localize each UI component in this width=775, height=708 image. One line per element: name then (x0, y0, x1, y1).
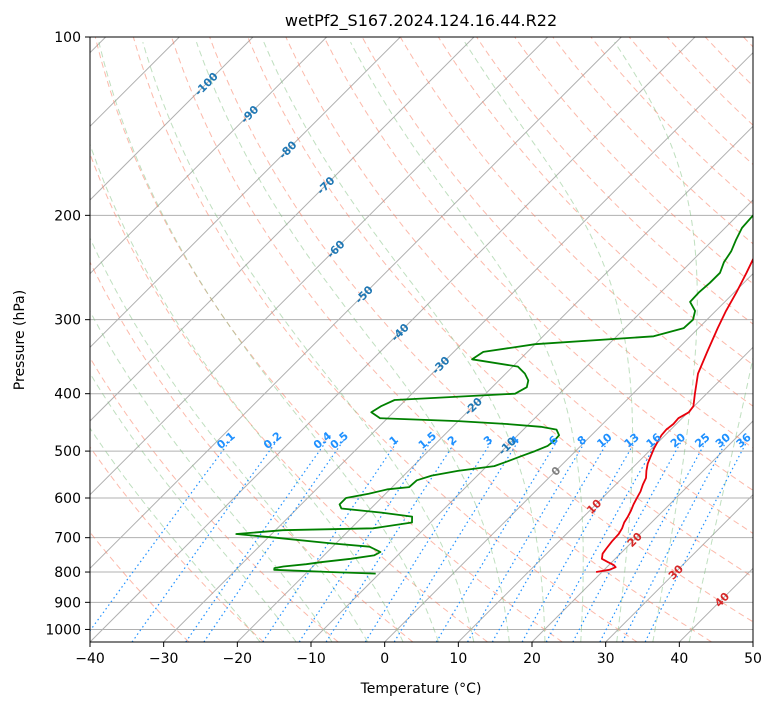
x-axis-label: Temperature (°C) (360, 681, 482, 697)
x-tick-label: 30 (597, 651, 615, 667)
dry-adiabat-line (437, 37, 753, 366)
moist-adiabat-line (614, 41, 698, 642)
mixing-ratio-line (435, 440, 558, 642)
y-tick-label: 300 (54, 313, 81, 329)
dry-adiabat-line (552, 37, 753, 245)
dry-adiabat-line (171, 37, 712, 642)
y-tick-label: 1000 (45, 622, 81, 638)
isotherm-line (90, 37, 401, 349)
moist-adiabat-line (688, 355, 753, 642)
mixing-ratio-line (572, 440, 683, 642)
mixing-ratio-line (185, 440, 328, 642)
isotherm-line (90, 37, 254, 201)
chart-title: wetPf2_S167.2024.124.16.44.R22 (285, 11, 557, 31)
dry-adiabat-line (132, 37, 638, 642)
moist-adiabat-line (90, 142, 404, 642)
isotherm-line (90, 37, 622, 570)
y-tick-label: 800 (54, 565, 81, 581)
moist-adiabat-line (90, 427, 261, 642)
y-tick-label: 500 (54, 444, 81, 460)
mixing-ratio-line (466, 440, 587, 642)
moist-adiabat-line (196, 41, 510, 642)
isotherm-line (384, 272, 753, 642)
mixing-ratio-line (491, 440, 609, 642)
y-tick-label: 200 (54, 208, 81, 224)
dry-adiabat-line (323, 37, 753, 491)
isotherm-line (236, 125, 753, 642)
plot-frame (89, 36, 754, 643)
moist-adiabat-line (98, 41, 439, 642)
mixing-ratio-line (545, 440, 659, 642)
moist-adiabat-line (350, 41, 584, 642)
isotherm-line (531, 420, 753, 642)
dry-adiabat-line (90, 446, 264, 642)
dry-adiabat-line (514, 37, 753, 285)
x-tick-label: −40 (75, 651, 105, 667)
isotherm-line (457, 346, 753, 642)
isotherm-line (605, 493, 753, 642)
mixing-ratio-line (599, 440, 707, 642)
dry-adiabat-line (209, 37, 753, 623)
x-tick-label: 10 (449, 651, 467, 667)
mixing-ratio-line (364, 440, 493, 642)
isotherm-line (90, 37, 328, 275)
dry-adiabat-line (285, 37, 753, 535)
mixing-ratio-line (393, 440, 520, 642)
moist-adiabat-line (90, 310, 333, 642)
dry-adiabat-line (399, 37, 753, 407)
y-axis-label: Pressure (hPa) (12, 290, 28, 390)
x-tick-label: 20 (523, 651, 541, 667)
x-tick-label: 40 (670, 651, 688, 667)
y-tick-label: 700 (54, 531, 81, 547)
dry-adiabat-line (90, 152, 488, 642)
isotherm-line (90, 37, 475, 422)
x-tick-label: −10 (296, 651, 326, 667)
temperature-profile-line (595, 257, 753, 573)
moist-adiabat-line (263, 41, 546, 642)
mixing-ratio-line (621, 440, 728, 642)
mixing-ratio-line (644, 440, 748, 642)
x-tick-label: 0 (380, 651, 389, 667)
dry-adiabat-line (628, 37, 753, 166)
moist-adiabat-line (142, 41, 475, 642)
mixing-ratio-line (521, 440, 637, 642)
isotherm-line (90, 37, 696, 642)
y-tick-label: 400 (54, 387, 81, 403)
moist-adiabat-line (90, 236, 369, 642)
y-tick-label: 100 (54, 30, 81, 46)
x-tick-label: −30 (149, 651, 179, 667)
y-tick-label: 600 (54, 491, 81, 507)
mixing-ratio-line (131, 440, 278, 642)
isotherm-line (90, 37, 549, 496)
y-tick-label: 900 (54, 595, 81, 611)
dewpoint-profile-line (235, 214, 753, 575)
x-tick-label: −20 (223, 651, 253, 667)
x-tick-label: 50 (744, 651, 762, 667)
moist-adiabat-line (90, 372, 297, 642)
